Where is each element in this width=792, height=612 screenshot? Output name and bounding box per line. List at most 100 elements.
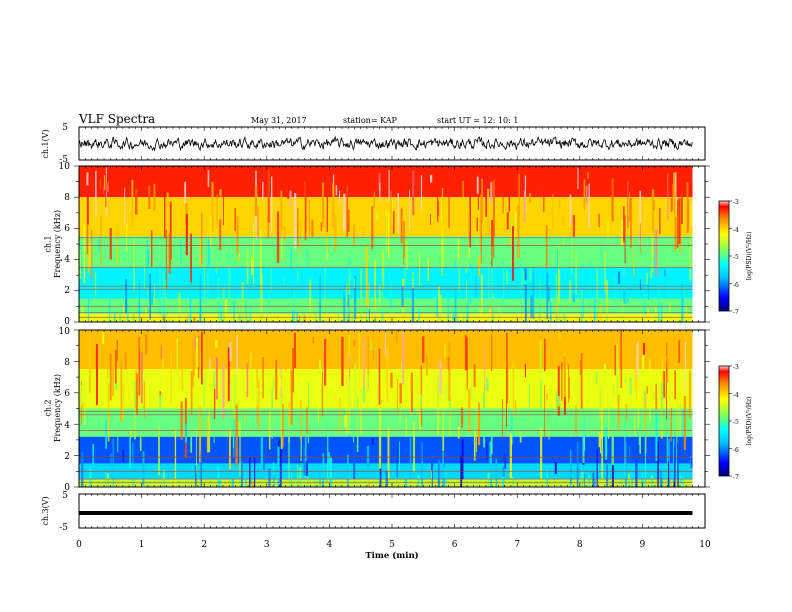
spectrogram-streak <box>233 301 235 322</box>
spectrogram-streak <box>611 424 614 466</box>
spectrogram-streak <box>320 485 323 487</box>
spectrogram-streak <box>105 420 108 449</box>
spectrogram-streak <box>446 317 447 322</box>
spectrogram-streak <box>679 473 682 484</box>
spectrogram-streak <box>247 299 249 322</box>
spectrogram-streak <box>559 199 561 209</box>
spectrogram-streak <box>87 294 89 322</box>
spectrogram-streak <box>139 333 142 349</box>
spectrogram-streak <box>623 206 625 243</box>
spectrogram-streak <box>642 343 646 355</box>
spectrogram-streak <box>361 311 364 322</box>
spectrogram-streak <box>324 256 326 315</box>
spectrogram-streak <box>170 351 172 404</box>
spectrogram-streak <box>563 301 566 322</box>
spectrogram-streak <box>588 183 590 229</box>
spectrogram-streak <box>84 372 86 425</box>
ch3-ytick-min: -5 <box>59 523 68 533</box>
spectrogram-streak <box>222 365 225 419</box>
spectrogram-streak <box>639 279 642 290</box>
spectrogram-streak <box>633 230 635 276</box>
spectrogram-streak <box>447 293 450 322</box>
spectrogram-streak <box>690 457 693 468</box>
spectrogram-streak <box>169 201 172 260</box>
spectrogram-streak <box>263 451 265 470</box>
spectrogram-streak <box>200 450 202 487</box>
spectrogram-streak <box>582 426 585 463</box>
spectrogram-streak <box>437 171 439 222</box>
spectrogram-streak <box>591 309 593 322</box>
spectrogram-streak <box>162 358 164 386</box>
ch3-ytick-max: 5 <box>62 491 68 501</box>
spectrogram-streak <box>689 371 692 419</box>
spectrogram-streak <box>83 223 86 283</box>
spectrogram-streak <box>268 468 271 487</box>
spectrogram-streak <box>337 308 340 322</box>
spectrogram-streak <box>653 200 655 211</box>
spectrogram-streak <box>251 481 254 487</box>
spectrogram-streak <box>363 337 365 395</box>
spectrogram-streak <box>258 380 260 429</box>
spectrogram-streak <box>213 384 216 419</box>
spectrogram-streak <box>138 336 141 396</box>
spectrogram-streak <box>382 262 385 290</box>
station-label: station= KAP <box>343 116 398 125</box>
spectrogram-streak <box>334 394 336 402</box>
spectrogram-streak <box>245 300 247 322</box>
spectrogram-streak <box>673 172 676 214</box>
spectrogram-streak <box>360 405 362 435</box>
spectrogram-streak <box>126 223 128 252</box>
spectrogram-streak <box>365 301 367 322</box>
spectrogram-streak <box>624 376 627 384</box>
spectrogram-streak <box>370 342 372 352</box>
spectrogram-streak <box>601 244 603 288</box>
spectrogram-streak <box>308 199 311 237</box>
spectrogram-streak <box>229 429 231 470</box>
spectrogram-streak <box>283 226 286 242</box>
ch1-spectrogram-ticks <box>74 165 710 323</box>
spectrogram-streak <box>569 194 572 226</box>
spectrogram-streak <box>575 253 577 295</box>
ylabel-line: Frequency (kHz) <box>53 374 62 442</box>
spectrogram-streak <box>140 352 143 404</box>
spectrogram-streak <box>485 188 487 217</box>
spectrogram-streak <box>401 286 404 308</box>
spectrogram-streak <box>672 438 675 482</box>
spectrogram-streak <box>561 362 563 401</box>
spectrogram-streak <box>475 276 477 297</box>
spectrogram-streak <box>506 362 509 404</box>
spectrogram-streak <box>127 387 129 403</box>
spectrogram-streak <box>478 256 481 277</box>
spectrogram-streak <box>635 354 637 400</box>
spectrogram-streak <box>662 357 664 394</box>
spectrogram-streak <box>416 387 419 415</box>
spectrogram-streak <box>231 464 234 487</box>
spectrogram-streak <box>353 224 356 246</box>
spectrogram-streak <box>514 212 517 238</box>
spectrogram-streak <box>314 304 317 322</box>
spectrogram-streak <box>468 389 471 433</box>
spectrogram-streak <box>132 442 134 487</box>
spectrogram-streak <box>427 258 429 281</box>
spectrogram-streak <box>648 277 650 300</box>
spectrogram-streak <box>466 337 468 390</box>
spectrogram-streak <box>282 404 284 448</box>
spectrogram-streak <box>599 305 602 322</box>
spectrogram-streak <box>607 316 610 322</box>
spectrogram-streak <box>509 432 512 479</box>
spectrogram-streak <box>502 259 505 305</box>
spectrogram-streak <box>389 280 392 309</box>
spectrogram-streak <box>133 237 136 291</box>
spectrogram-streak <box>236 216 239 253</box>
spectrogram-streak <box>304 315 307 322</box>
spectrogram-streak <box>256 205 259 237</box>
spectrogram-streak <box>241 282 244 322</box>
spectrogram-streak <box>462 315 465 322</box>
spectrogram-streak <box>346 306 349 322</box>
spectrogram-streak <box>290 247 292 281</box>
ch3-waveform-panel: 5 -5 ch.3(V) <box>41 491 706 533</box>
spectrogram-streak <box>174 429 177 487</box>
spectrogram-streak <box>102 331 105 345</box>
spectrogram-streak <box>129 436 131 468</box>
spectrogram-streak <box>639 190 642 245</box>
